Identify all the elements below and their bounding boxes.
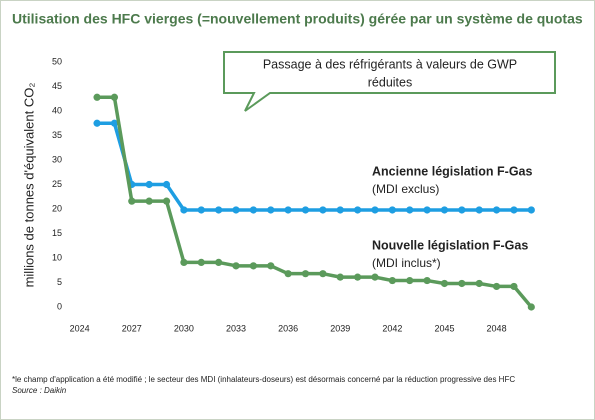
y-tick-label: 10 bbox=[52, 252, 62, 262]
point bbox=[180, 258, 188, 267]
point bbox=[423, 206, 431, 214]
callout-box bbox=[223, 51, 556, 112]
point bbox=[319, 270, 327, 278]
series-label: Ancienne législation F-Gas bbox=[372, 164, 532, 178]
series-label: Nouvelle législation F-Gas bbox=[372, 238, 528, 252]
series-note: (MDI inclus*) bbox=[372, 256, 441, 270]
point bbox=[354, 273, 362, 281]
point bbox=[510, 282, 518, 291]
y-tick-label: 25 bbox=[52, 179, 62, 189]
point bbox=[110, 93, 119, 101]
point bbox=[336, 206, 344, 214]
y-tick-label: 30 bbox=[52, 154, 62, 164]
point bbox=[354, 206, 362, 214]
point bbox=[475, 206, 483, 214]
y-tick-label: 15 bbox=[52, 228, 62, 238]
point bbox=[527, 206, 535, 214]
x-tick-label: 2048 bbox=[487, 323, 507, 333]
point bbox=[301, 206, 310, 214]
point bbox=[197, 206, 205, 214]
x-tick-label: 2045 bbox=[434, 323, 454, 333]
point bbox=[162, 180, 171, 189]
point bbox=[267, 206, 275, 214]
point bbox=[180, 206, 188, 214]
point bbox=[215, 206, 223, 214]
point bbox=[110, 119, 119, 127]
point bbox=[249, 262, 257, 270]
x-tick-label: 2033 bbox=[226, 323, 246, 333]
y-tick-label: 40 bbox=[52, 105, 62, 115]
x-tick-label: 2027 bbox=[122, 323, 142, 333]
point bbox=[249, 206, 257, 214]
point bbox=[93, 119, 101, 127]
series-note: (MDI exclus) bbox=[372, 182, 439, 196]
x-tick-label: 2024 bbox=[70, 323, 90, 333]
point bbox=[406, 206, 414, 214]
point bbox=[440, 279, 449, 288]
point bbox=[510, 206, 518, 214]
point bbox=[215, 258, 223, 267]
point bbox=[162, 197, 171, 205]
y-tick-label: 35 bbox=[52, 130, 62, 140]
point bbox=[388, 206, 396, 214]
y-tick-label: 20 bbox=[52, 203, 62, 213]
point bbox=[458, 206, 466, 214]
point bbox=[128, 197, 136, 205]
point bbox=[267, 262, 275, 270]
chart-title: Utilisation des HFC vierges (=nouvelleme… bbox=[12, 11, 583, 27]
point bbox=[145, 180, 153, 189]
point bbox=[197, 258, 205, 267]
point bbox=[527, 303, 535, 311]
callout-text: Passage à des réfrigérants à valeurs de … bbox=[263, 57, 517, 71]
point bbox=[371, 273, 379, 281]
point bbox=[284, 206, 292, 214]
point bbox=[232, 206, 240, 214]
point bbox=[371, 206, 379, 214]
point bbox=[93, 93, 101, 101]
point bbox=[388, 276, 396, 285]
point bbox=[232, 262, 240, 270]
x-tick-label: 2042 bbox=[382, 323, 402, 333]
point bbox=[492, 282, 501, 291]
point bbox=[440, 206, 449, 214]
callout-text: réduites bbox=[368, 75, 412, 89]
point bbox=[475, 279, 483, 288]
point bbox=[458, 279, 466, 288]
x-tick-label: 2030 bbox=[174, 323, 194, 333]
footnote: *le champ d'application a été modifié ; … bbox=[12, 375, 515, 384]
point bbox=[423, 276, 431, 285]
point bbox=[301, 270, 310, 278]
point bbox=[284, 270, 292, 278]
y-tick-label: 5 bbox=[57, 277, 62, 287]
point bbox=[319, 206, 327, 214]
x-tick-label: 2036 bbox=[278, 323, 298, 333]
source: Source : Daikin bbox=[12, 386, 67, 395]
y-tick-label: 0 bbox=[57, 301, 62, 311]
y-tick-label: 45 bbox=[52, 81, 62, 91]
point bbox=[336, 273, 344, 281]
point bbox=[145, 197, 153, 205]
point bbox=[492, 206, 501, 214]
y-axis-label: millions de tonnes d'équivalent CO₂ bbox=[21, 83, 36, 288]
x-tick-label: 2039 bbox=[330, 323, 350, 333]
point bbox=[406, 276, 414, 285]
y-tick-label: 50 bbox=[52, 56, 62, 66]
